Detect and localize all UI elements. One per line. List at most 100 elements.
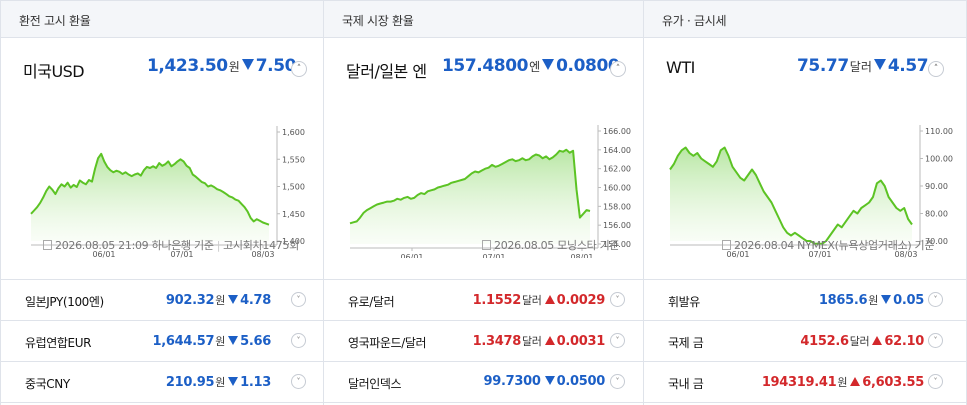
up-arrow-icon (544, 295, 555, 304)
row-change: 0.0500 (556, 374, 606, 389)
rate-row[interactable]: 국제 금 4152.6달러 62.10 ˅ (644, 321, 966, 362)
row-price: 194319.41 (761, 375, 837, 390)
rate-row[interactable]: 유로/달러 1.1552달러 0.0029 ˅ (324, 280, 643, 321)
panel-header: 유가 · 금시세 (644, 0, 966, 38)
expand-toggle-icon[interactable]: ˅ (610, 292, 625, 307)
expand-toggle-icon[interactable]: ˅ (928, 292, 943, 307)
y-tick-label: 156.00 (603, 221, 631, 230)
row-value: 99.7300 0.0500 (484, 374, 606, 389)
down-arrow-icon (228, 377, 239, 386)
y-tick-label: 166.00 (603, 127, 631, 136)
rate-chart-usdjpy: 166.00 164.00 162.00 160.00 158.00 156.00 154.… (349, 125, 631, 258)
row-name[interactable]: 중국CNY (25, 377, 70, 391)
chart-area-fill (31, 153, 269, 241)
row-name[interactable]: 국내 금 (668, 377, 704, 391)
row-change: 0.0029 (556, 293, 606, 308)
row-name[interactable]: 영국파운드/달러 (348, 336, 427, 350)
up-arrow-icon (850, 377, 861, 386)
expand-toggle-icon[interactable]: ˅ (610, 374, 625, 389)
chart-area-fill (670, 147, 912, 244)
row-name[interactable]: 국제 금 (668, 336, 704, 350)
rate-row[interactable]: 영국파운드/달러 1.3478달러 0.0031 ˅ (324, 321, 643, 362)
rate-price: 157.4800 (442, 56, 529, 76)
row-price: 4152.6 (800, 334, 849, 349)
rate-row[interactable]: 유럽연합EUR 1,644.57원 5.66 ˅ (1, 321, 323, 362)
row-price: 1,644.57 (152, 334, 215, 349)
row-name[interactable]: 달러인덱스 (348, 377, 402, 391)
row-change: 1.13 (240, 375, 271, 390)
y-tick-label: 1,400 (282, 237, 305, 246)
expand-toggle-icon[interactable]: ˅ (928, 333, 943, 348)
expand-toggle-icon[interactable]: ˅ (610, 333, 625, 348)
y-tick-label: 80.00 (925, 210, 948, 219)
y-tick-label: 90.00 (925, 182, 948, 191)
row-name[interactable]: 유럽연합EUR (25, 336, 92, 350)
x-tick-label: 06/01 (92, 250, 115, 258)
x-tick-label: 08/03 (251, 250, 274, 258)
row-value: 902.32원 4.78 (166, 292, 271, 308)
row-unit: 원 (215, 335, 226, 348)
row-value: 1.1552달러 0.0029 (472, 292, 606, 308)
row-name[interactable]: 일본JPY(100엔) (25, 295, 104, 309)
row-unit: 원 (215, 376, 226, 389)
rate-row[interactable]: 달러인덱스 99.7300 0.0500 ˅ (324, 362, 643, 403)
row-name[interactable]: 휘발유 (668, 295, 700, 309)
document-icon (482, 240, 491, 250)
rate-row[interactable]: 일본JPY(100엔) 902.32원 4.78 ˅ (1, 280, 323, 321)
main-rate-card-wti[interactable]: WTI 75.77달러 4.57 ˄ 110.00 100.00 90.00 80.00… (644, 38, 966, 280)
rate-row[interactable]: 국내 금 194319.41원 6,603.55 ˅ (644, 362, 966, 403)
y-tick-label: 1,600 (282, 128, 305, 137)
down-arrow-icon (873, 59, 886, 70)
rate-price: 75.77 (797, 56, 849, 76)
chart-series-line (30, 152, 270, 226)
main-rate-card-usdjpy[interactable]: 달러/일본 엔 157.4800엔 0.0800 ˄ 166.00 164.00 16… (324, 38, 643, 280)
document-icon (43, 240, 52, 250)
collapse-toggle-icon[interactable]: ˄ (291, 61, 307, 77)
down-arrow-icon (544, 376, 555, 385)
rate-change: 0.0800 (556, 56, 620, 76)
collapse-toggle-icon[interactable]: ˄ (610, 61, 626, 77)
y-tick-label: 1,450 (282, 210, 305, 219)
y-tick-label: 158.00 (603, 202, 631, 211)
commodity-name[interactable]: WTI (666, 58, 695, 77)
rate-row[interactable]: 휘발유 1865.6원 0.05 ˅ (644, 280, 966, 321)
x-tick-label: 07/01 (170, 250, 193, 258)
chart-footer: 2026.08.05 21:09 하나은행 기준 | 고시회차1475회 (43, 237, 299, 253)
chart-series-line (349, 148, 591, 225)
row-price: 1.1552 (472, 293, 522, 308)
panel-header: 환전 고시 환율 (1, 0, 323, 38)
row-price: 99.7300 (483, 374, 541, 389)
expand-toggle-icon[interactable]: ˅ (928, 374, 943, 389)
rate-unit: 원 (228, 60, 240, 74)
rate-row[interactable]: 중국CNY 210.95원 1.13 ˅ (1, 362, 323, 403)
expand-toggle-icon[interactable]: ˅ (291, 374, 306, 389)
row-value: 1.3478달러 0.0031 (473, 333, 606, 349)
chart-footer: 2026.08.05 모닝스타 기준 (482, 237, 620, 253)
footer-date: 2026.08.05 21:09 하나은행 기준 (55, 239, 214, 252)
row-unit: 달러 (849, 335, 870, 348)
y-tick-label: 164.00 (603, 146, 631, 155)
x-tick-label: 08/01 (570, 253, 593, 258)
row-name[interactable]: 유로/달러 (348, 295, 395, 309)
rate-quote: 75.77달러 4.57 (797, 56, 929, 76)
main-rate-card-usd[interactable]: 미국USD 1,423.50원 7.50 ˄ 1,600 1,550 1,500 1,4… (1, 38, 323, 280)
row-change: 4.78 (240, 293, 271, 308)
rate-quote: 157.4800엔 0.0800 (442, 56, 620, 76)
expand-toggle-icon[interactable]: ˅ (291, 333, 306, 348)
row-price: 902.32 (165, 293, 215, 308)
footer-date: 2026.08.04 NYMEX(뉴욕상업거래소) 기준 (734, 239, 935, 252)
row-unit: 원 (868, 294, 879, 307)
y-tick-label: 154.00 (603, 240, 631, 249)
up-arrow-icon (544, 336, 555, 345)
collapse-toggle-icon[interactable]: ˄ (928, 61, 944, 77)
row-value: 194319.41원 6,603.55 (762, 374, 924, 390)
row-price: 210.95 (165, 375, 215, 390)
down-arrow-icon (542, 59, 555, 70)
footer-date: 2026.08.05 모닝스타 기준 (494, 239, 620, 252)
currency-name[interactable]: 미국USD (23, 62, 85, 81)
price-chart-wti: 110.00 100.00 90.00 80.00 70.00 06/01 07/01 08/… (669, 125, 953, 258)
x-tick-label: 06/01 (726, 250, 749, 258)
currency-name[interactable]: 달러/일본 엔 (346, 62, 427, 81)
panel-exchange-notice: 환전 고시 환율 미국USD 1,423.50원 7.50 ˄ 1,600 1,55… (0, 0, 324, 405)
expand-toggle-icon[interactable]: ˅ (291, 292, 306, 307)
